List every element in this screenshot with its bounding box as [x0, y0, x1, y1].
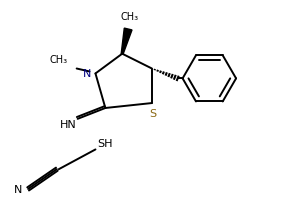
Text: CH₃: CH₃	[50, 55, 68, 65]
Text: N: N	[83, 69, 92, 79]
Text: HN: HN	[60, 120, 77, 130]
Text: CH₃: CH₃	[120, 12, 138, 22]
Text: S: S	[149, 109, 156, 119]
Polygon shape	[121, 28, 132, 54]
Text: SH: SH	[98, 140, 113, 150]
Text: N: N	[14, 185, 23, 195]
